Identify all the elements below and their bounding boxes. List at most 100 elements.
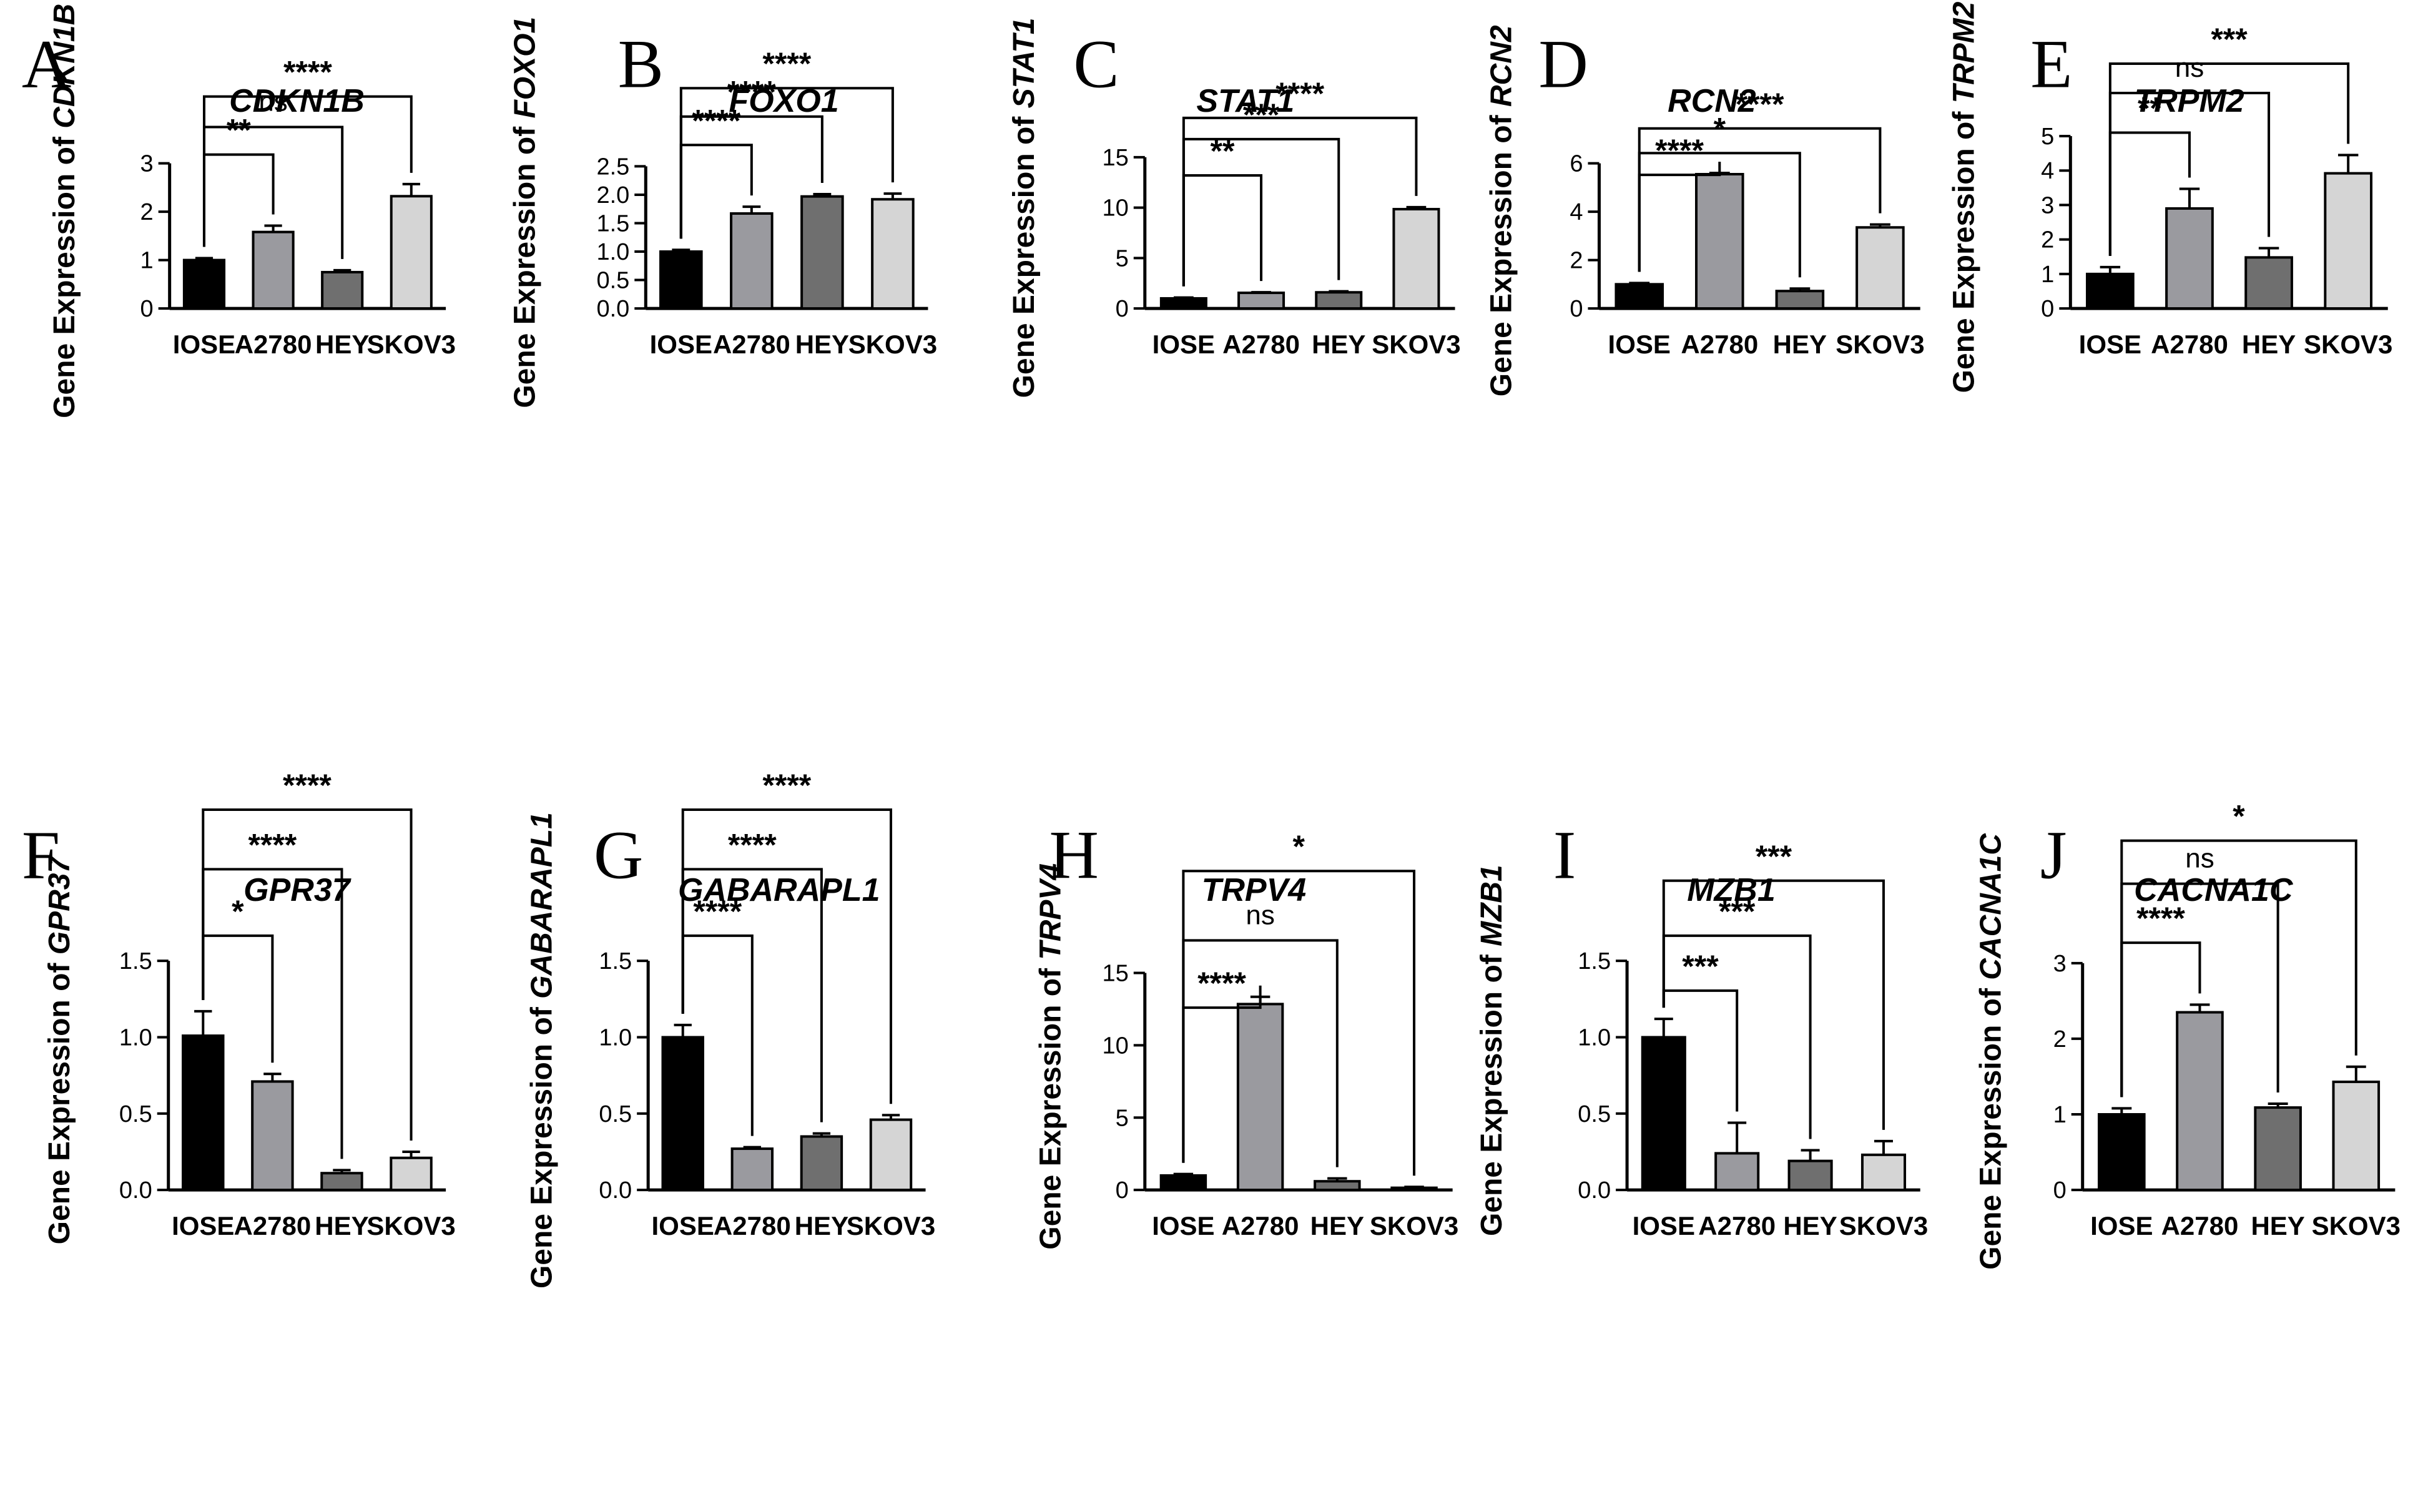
x-tick-label: IOSE (1608, 330, 1671, 359)
x-tick-label: IOSE (1153, 330, 1215, 359)
x-tick-label: A2780 (235, 330, 312, 359)
x-tick-label: SKOV3 (366, 1211, 455, 1240)
bar-a2780 (1237, 292, 1285, 310)
bar-iose (2086, 272, 2135, 310)
x-tick-label: A2780 (1681, 330, 1758, 359)
bar-a2780 (730, 212, 774, 310)
panel-A: A CDKN1B Gene Expression of CDKN1B 0 1 2 3 IOSE… (22, 4, 456, 418)
significance-label: *** (1682, 949, 1719, 984)
significance-bracket (1182, 174, 1263, 287)
x-tick-label: A2780 (1698, 1211, 1776, 1240)
bar-skov3 (2324, 172, 2373, 310)
bar-a2780 (1714, 1152, 1760, 1192)
significance-label: ** (227, 113, 251, 148)
bar-iose (661, 1036, 704, 1192)
significance-label: **** (692, 103, 740, 138)
bar-hey (1315, 291, 1363, 310)
bar-iose (2098, 1113, 2146, 1192)
bar-skov3 (1860, 1153, 1907, 1192)
panel-G: G GABARAPL1 Gene Expression of GABARAPL1 0.… (525, 768, 935, 1289)
bar-hey (1314, 1180, 1361, 1192)
x-tick-label: HEY (1773, 330, 1827, 359)
y-tick-label: 3 (2041, 192, 2054, 218)
significance-label: **** (283, 55, 332, 90)
x-tick-label: SKOV3 (848, 330, 937, 359)
bar-skov3 (2332, 1080, 2381, 1192)
panel-H: H TRPV4 Gene Expression of TRPV4 0 5 10 15 IOSE… (1034, 817, 1458, 1249)
x-tick-label: IOSE (2079, 330, 2141, 359)
significance-label: * (232, 894, 244, 929)
x-tick-label: HEY (795, 330, 849, 359)
y-tick-label: 2 (140, 199, 154, 225)
significance-label: **** (1655, 133, 1704, 168)
significance-label: **** (1736, 87, 1784, 122)
y-tick-label: 0.0 (596, 296, 629, 322)
panel-letter: E (2030, 26, 2072, 102)
y-tick-label: 4 (1570, 199, 1583, 225)
panel-C: C STAT1 Gene Expression of STAT1 0 5 10 15 IOSE… (1008, 17, 1461, 398)
bar-hey (1775, 290, 1825, 310)
x-tick-label: IOSE (1633, 1211, 1695, 1240)
x-tick-label: HEY (315, 330, 369, 359)
x-tick-label: SKOV3 (1370, 1211, 1458, 1240)
y-axis-title: Gene Expression of MZB1 (1475, 865, 1508, 1236)
panel-letter: D (1538, 26, 1588, 102)
x-tick-label: A2780 (714, 1211, 791, 1240)
chart-title: STAT1 (1196, 83, 1294, 119)
y-tick-label: 0.0 (119, 1177, 152, 1204)
bar-a2780 (2176, 1011, 2224, 1192)
panel-letter: H (1049, 817, 1098, 893)
y-axis-title: Gene Expression of CACNA1C (1974, 833, 2007, 1270)
panel-F: F GPR37 Gene Expression of GPR37 0.0 0.5 1.0 1… (22, 768, 456, 1244)
bar-hey (800, 1135, 843, 1192)
significance-bracket (202, 808, 413, 1141)
x-tick-label: A2780 (233, 1211, 311, 1240)
significance-label: **** (248, 827, 297, 862)
y-tick-label: 2 (2053, 1026, 2067, 1053)
x-tick-label: IOSE (1152, 1211, 1214, 1240)
bar-skov3 (390, 195, 433, 310)
significance-label: **** (283, 768, 332, 803)
y-tick-label: 0.5 (596, 268, 629, 294)
bar-a2780 (1236, 1003, 1284, 1192)
x-tick-label: SKOV3 (1839, 1211, 1928, 1240)
bar-skov3 (871, 198, 915, 310)
x-tick-label: IOSE (652, 1211, 714, 1240)
y-tick-label: 1.5 (119, 948, 152, 974)
chart-title: GPR37 (243, 872, 351, 908)
significance-bracket (2108, 62, 2350, 256)
significance-label: ns (258, 86, 287, 117)
y-tick-label: 1 (140, 248, 154, 274)
significance-label: **** (2136, 901, 2185, 936)
x-tick-label: HEY (315, 1211, 368, 1240)
x-tick-label: SKOV3 (1372, 330, 1460, 359)
x-tick-label: SKOV3 (1836, 330, 1924, 359)
y-tick-label: 0 (1570, 296, 1583, 322)
bar-iose (1641, 1036, 1686, 1192)
significance-bracket (1182, 116, 1418, 287)
significance-label: **** (728, 827, 777, 862)
chart-title: MZB1 (1687, 872, 1776, 908)
y-tick-label: 5 (2041, 124, 2054, 150)
significance-bracket (1662, 879, 1885, 1130)
bar-hey (320, 1172, 363, 1192)
x-tick-label: A2780 (2151, 330, 2228, 359)
x-tick-label: A2780 (1222, 330, 1300, 359)
y-tick-label: 15 (1102, 145, 1128, 171)
x-tick-label: SKOV3 (2312, 1211, 2401, 1240)
significance-label: **** (727, 75, 776, 110)
y-tick-label: 1.0 (596, 239, 629, 265)
bar-hey (800, 195, 844, 310)
y-tick-label: 1 (2041, 262, 2054, 288)
y-axis-title: Gene Expression of RCN2 (1485, 25, 1518, 396)
y-tick-label: 1.0 (119, 1024, 152, 1051)
significance-label: *** (1756, 839, 1792, 874)
y-axis-title: Gene Expression of CDKN1B (48, 4, 81, 418)
significance-label: **** (1275, 76, 1324, 111)
y-tick-label: 3 (140, 151, 154, 177)
y-axis-title: Gene Expression of STAT1 (1008, 17, 1041, 398)
significance-label: * (1292, 829, 1305, 864)
y-tick-label: 0 (2053, 1177, 2067, 1204)
bar-iose (1159, 1174, 1207, 1192)
panel-letter: G (594, 817, 643, 893)
